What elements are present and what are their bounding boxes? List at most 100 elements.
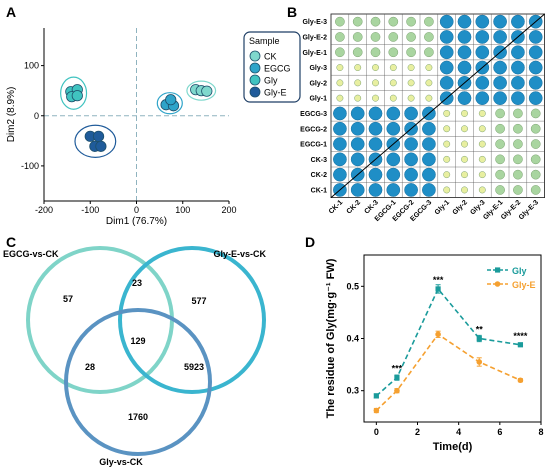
confidence-ellipse — [74, 124, 117, 158]
data-point — [476, 335, 482, 342]
data-point — [476, 359, 483, 365]
correlation-cell — [425, 79, 433, 87]
correlation-cell — [407, 64, 415, 72]
correlation-cell — [336, 94, 344, 102]
legend-marker — [249, 50, 261, 62]
correlation-cell — [443, 140, 451, 148]
correlation-cell — [386, 183, 401, 197]
correlation-cell — [461, 186, 468, 194]
legend-marker — [249, 86, 261, 98]
correlation-cell — [372, 64, 379, 72]
correlation-cell — [457, 30, 472, 44]
data-point — [394, 387, 400, 394]
correlation-cell — [406, 32, 416, 42]
correlation-cell — [511, 60, 525, 75]
correlation-cell — [478, 186, 486, 194]
correlation-cell — [350, 137, 365, 151]
correlation-cell — [513, 108, 523, 119]
correlation-cell — [407, 94, 415, 102]
residue-line-panel: 0 2 4 6 8 0.3 0.4 0.5 Time(d) The residue of Gly(… — [325, 254, 544, 453]
legend-label: Gly-E — [512, 280, 536, 290]
confidence-ellipse — [156, 92, 183, 115]
x-tick-label: 8 — [538, 427, 543, 437]
significance-marker: *** — [433, 275, 444, 285]
legend-marker — [494, 281, 501, 287]
correlation-cell — [461, 125, 468, 133]
confidence-ellipse — [186, 80, 217, 101]
correlation-cell — [513, 185, 523, 195]
correlation-cell — [368, 183, 383, 197]
correlation-cell — [461, 171, 468, 179]
y-tick-label: 0.5 — [346, 281, 359, 291]
correlation-cell — [386, 106, 401, 121]
correlation-cell — [528, 30, 543, 44]
correlation-cell — [333, 106, 347, 121]
correlation-cell — [404, 137, 418, 151]
correlation-cell — [528, 91, 543, 106]
x-tick-label: 100 — [175, 205, 190, 215]
significance-marker: *** — [392, 364, 403, 374]
correlation-cell — [511, 14, 525, 29]
row-label: Gly-3 — [309, 65, 327, 72]
correlation-cell — [333, 121, 347, 136]
correlation-cell — [493, 30, 507, 44]
data-point — [435, 331, 441, 338]
x-axis-title: Dim1 (76.7%) — [106, 216, 167, 227]
correlation-cell — [424, 32, 434, 42]
correlation-cell — [372, 79, 379, 87]
correlation-cell — [478, 125, 486, 133]
correlation-cell — [388, 32, 399, 42]
correlation-cell — [352, 16, 363, 27]
x-tick-label: 4 — [456, 427, 461, 437]
row-label: Gly-E-1 — [302, 50, 327, 57]
pca-scatter-panel: -200 -100 0 100 200 -100 0 100 Dim1 (76.7%) Dim2 … — [6, 28, 301, 227]
correlation-cell — [495, 185, 505, 195]
correlation-cell — [443, 171, 451, 179]
correlation-cell — [439, 14, 454, 29]
correlation-cell — [493, 91, 507, 106]
row-label: CK-2 — [311, 172, 327, 179]
correlation-cell — [513, 154, 523, 165]
correlation-cell — [495, 154, 505, 165]
row-label: Gly-E-2 — [302, 34, 327, 41]
correlation-cell — [406, 16, 416, 27]
correlation-cell — [495, 169, 505, 180]
correlation-cell — [368, 121, 383, 136]
data-point — [373, 393, 379, 399]
significance-marker: **** — [513, 331, 528, 341]
y-tick-label: 100 — [24, 61, 39, 71]
correlation-cell — [530, 123, 541, 134]
venn-circle — [64, 308, 212, 456]
correlation-cell — [422, 152, 436, 167]
correlation-cell — [493, 60, 507, 75]
correlation-cell — [443, 110, 451, 117]
correlation-cell — [354, 94, 362, 102]
correlation-cell — [530, 185, 541, 195]
correlation-cell — [443, 186, 451, 194]
correlation-cell — [368, 106, 383, 121]
correlation-cell — [354, 79, 362, 87]
data-point — [92, 130, 105, 142]
correlation-cell — [457, 91, 472, 106]
correlation-cell — [422, 167, 436, 182]
row-label: Gly-1 — [309, 96, 327, 103]
correlation-cell — [388, 16, 399, 27]
series-line — [375, 287, 521, 397]
x-tick-label: 2 — [415, 427, 420, 437]
correlation-cell — [475, 14, 490, 29]
correlation-cell — [354, 64, 362, 72]
row-label: Gly-2 — [309, 80, 327, 87]
correlation-cell — [475, 30, 490, 44]
correlation-cell — [457, 14, 472, 29]
correlation-cell — [424, 16, 434, 27]
correlation-cell — [513, 169, 523, 180]
venn-region-count: 5923 — [184, 362, 204, 372]
legend-box — [243, 31, 301, 103]
x-tick-label: 0 — [134, 205, 139, 215]
correlation-cell — [493, 76, 507, 90]
correlation-cell — [461, 110, 468, 117]
correlation-cell — [386, 152, 401, 167]
venn-set-label: EGCG-vs-CK — [3, 249, 59, 259]
x-tick-label: 200 — [221, 205, 236, 215]
correlation-cell — [478, 155, 486, 163]
